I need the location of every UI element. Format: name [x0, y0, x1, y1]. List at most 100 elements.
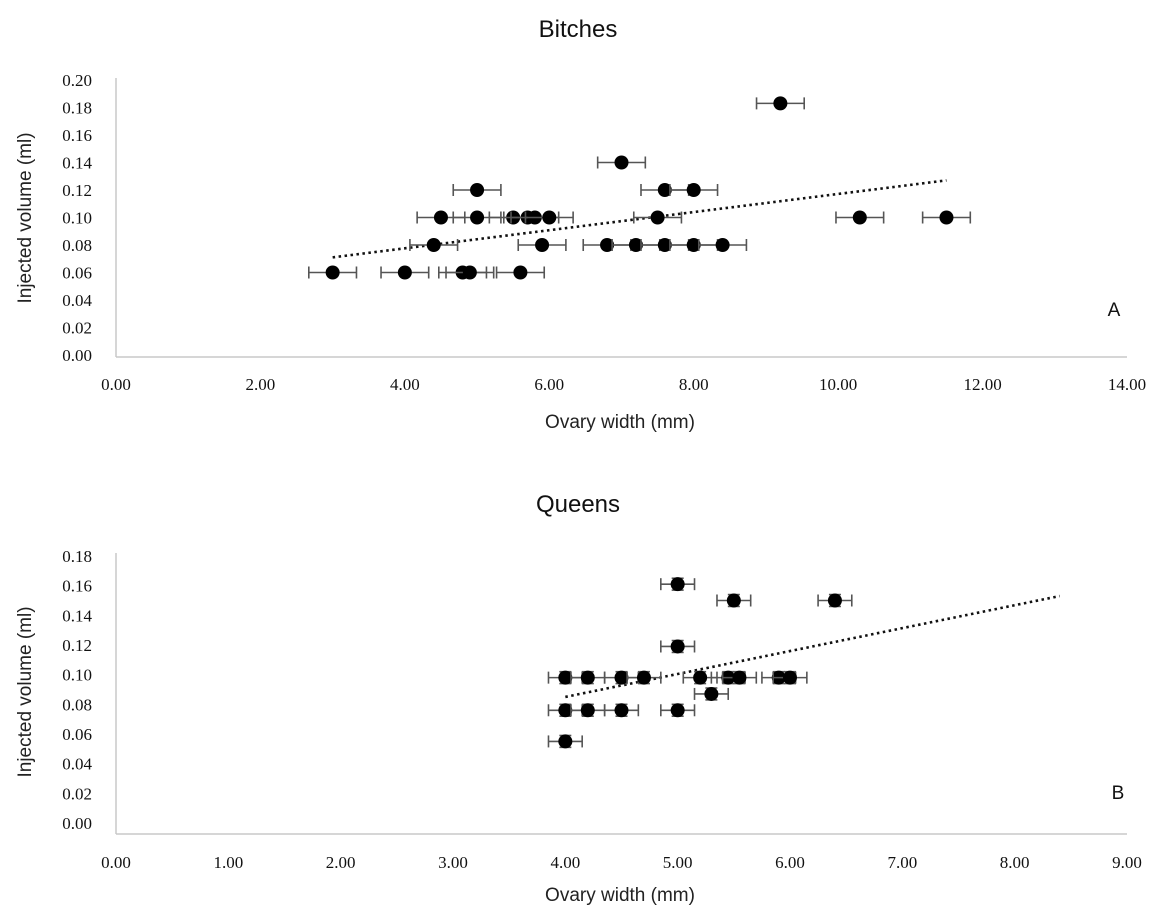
data-point: [626, 670, 662, 685]
data-points: [308, 96, 972, 280]
point-marker: [650, 210, 665, 225]
data-point: [755, 96, 806, 111]
data-point: [495, 265, 546, 280]
data-point: [721, 670, 758, 685]
point-marker: [558, 670, 573, 685]
point-marker: [939, 210, 954, 225]
y-tick-label: 0.16: [62, 126, 92, 145]
data-point: [308, 265, 358, 280]
x-tick-label: 12.00: [963, 375, 1001, 394]
y-tick-label: 0.14: [62, 154, 92, 173]
x-tick-label: 2.00: [326, 853, 356, 872]
point-marker: [657, 238, 672, 252]
y-tick-label: 0.00: [62, 346, 92, 365]
chart-title: Queens: [536, 491, 620, 518]
chart-panel-queens: Queens Injected volume (ml) Ovary width …: [15, 491, 1142, 906]
point-marker: [670, 577, 685, 592]
y-tick-label: 0.08: [62, 236, 92, 255]
point-marker: [852, 210, 867, 225]
tick-labels: 0.00 0.02 0.04 0.06 0.08 0.10 0.12 0.14 0.16 0.18…: [62, 71, 1146, 394]
data-point: [517, 238, 567, 252]
data-point: [697, 238, 748, 252]
point-marker: [542, 210, 557, 225]
y-tick-label: 0.12: [62, 636, 92, 655]
data-point: [547, 670, 583, 685]
tick-labels: 0.00 0.02 0.04 0.06 0.08 0.10 0.12 0.14 0.16 0.18…: [62, 547, 1142, 872]
panel-letter: B: [1112, 783, 1125, 804]
data-point: [596, 155, 647, 170]
y-tick-label: 0.00: [62, 814, 92, 833]
data-point: [445, 265, 495, 280]
point-marker: [462, 265, 477, 280]
x-tick-label: 2.00: [246, 375, 276, 394]
data-point: [409, 238, 459, 252]
y-tick-label: 0.04: [62, 291, 92, 310]
data-point: [693, 686, 730, 701]
point-marker: [636, 670, 651, 685]
y-tick-label: 0.08: [62, 695, 92, 714]
point-marker: [686, 183, 701, 197]
point-marker: [783, 670, 797, 685]
y-tick-label: 0.02: [62, 784, 92, 803]
point-marker: [397, 265, 412, 280]
y-axis-label: Injected volume (ml): [15, 132, 36, 303]
data-point: [660, 577, 696, 592]
x-tick-label: 6.00: [534, 375, 564, 394]
y-tick-label: 0.14: [62, 606, 92, 625]
y-tick-label: 0.06: [62, 264, 92, 283]
chart-panel-bitches: Bitches Injected volume (ml) Ovary width…: [15, 16, 1146, 433]
y-tick-label: 0.16: [62, 577, 92, 596]
y-tick-label: 0.18: [62, 547, 92, 566]
point-marker: [614, 670, 629, 685]
point-marker: [558, 734, 573, 749]
y-tick-label: 0.02: [62, 319, 92, 338]
point-marker: [715, 238, 730, 252]
x-axis-label: Ovary width (mm): [545, 885, 695, 906]
point-marker: [470, 210, 485, 225]
data-point: [570, 703, 606, 718]
data-point: [772, 670, 808, 685]
data-point: [660, 639, 696, 654]
point-marker: [726, 593, 741, 608]
point-marker: [670, 639, 685, 654]
data-point: [921, 210, 972, 225]
x-tick-label: 7.00: [887, 853, 917, 872]
panel-letter: A: [1108, 300, 1121, 321]
data-point: [547, 734, 583, 749]
data-point: [835, 210, 885, 225]
x-tick-label: 9.00: [1112, 853, 1142, 872]
point-marker: [614, 155, 629, 170]
point-marker: [693, 670, 708, 685]
point-marker: [433, 210, 448, 225]
y-axis-label: Injected volume (ml): [15, 606, 36, 777]
y-tick-label: 0.06: [62, 725, 92, 744]
y-tick-label: 0.04: [62, 755, 92, 774]
point-marker: [732, 670, 747, 685]
y-tick-label: 0.10: [62, 666, 92, 685]
point-marker: [513, 265, 528, 280]
x-tick-label: 8.00: [1000, 853, 1030, 872]
x-tick-label: 1.00: [213, 853, 243, 872]
x-tick-label: 0.00: [101, 375, 131, 394]
point-marker: [535, 238, 550, 252]
data-point: [524, 210, 574, 225]
data-points: [547, 577, 1060, 749]
data-point: [570, 670, 606, 685]
point-marker: [600, 238, 615, 252]
chart-title: Bitches: [539, 16, 618, 43]
data-point: [716, 593, 752, 608]
point-marker: [580, 703, 595, 718]
point-marker: [470, 183, 485, 197]
x-tick-label: 5.00: [663, 853, 693, 872]
y-tick-label: 0.10: [62, 209, 92, 228]
x-tick-label: 3.00: [438, 853, 468, 872]
x-tick-label: 8.00: [679, 375, 709, 394]
data-point: [669, 183, 719, 197]
point-marker: [628, 238, 643, 252]
point-marker: [657, 183, 672, 197]
point-marker: [686, 238, 701, 252]
y-tick-label: 0.12: [62, 181, 92, 200]
point-marker: [704, 686, 719, 701]
point-marker: [325, 265, 340, 280]
y-tick-label: 0.20: [62, 71, 92, 90]
